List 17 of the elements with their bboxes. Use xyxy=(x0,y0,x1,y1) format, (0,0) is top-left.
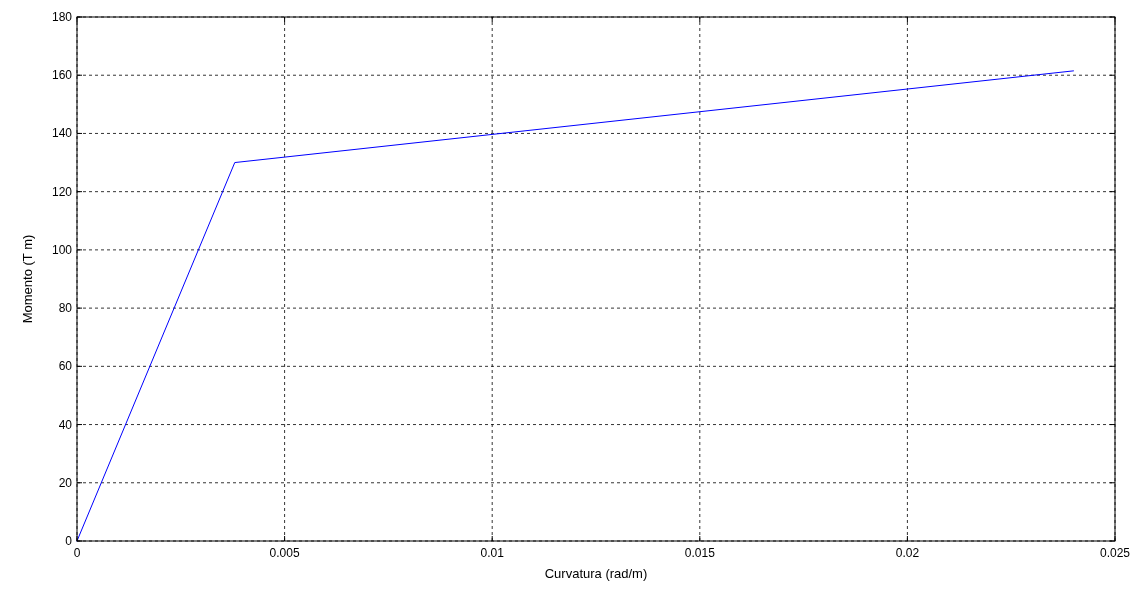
x-tick-label: 0.025 xyxy=(1099,546,1131,560)
y-tick-label: 80 xyxy=(58,301,73,316)
x-tick-label: 0.015 xyxy=(684,546,716,560)
y-tick-label: 180 xyxy=(51,10,73,24)
y-tick-label: 20 xyxy=(58,475,73,490)
y-tick-label: 100 xyxy=(51,242,73,257)
y-tick-label: 160 xyxy=(51,68,73,83)
x-tick-label: 0.005 xyxy=(269,546,300,560)
y-tick-label: 60 xyxy=(58,359,73,374)
x-tick-label: 0.01 xyxy=(480,546,505,560)
x-axis-title: Curvatura (rad/m) xyxy=(544,566,648,581)
y-tick-label: 140 xyxy=(51,126,73,141)
y-axis-title: Momento (T m) xyxy=(20,234,35,324)
y-tick-label: 0 xyxy=(65,534,73,548)
x-tick-label: 0.02 xyxy=(895,546,920,560)
y-tick-label: 40 xyxy=(58,417,73,432)
y-tick-label: 120 xyxy=(51,184,73,199)
